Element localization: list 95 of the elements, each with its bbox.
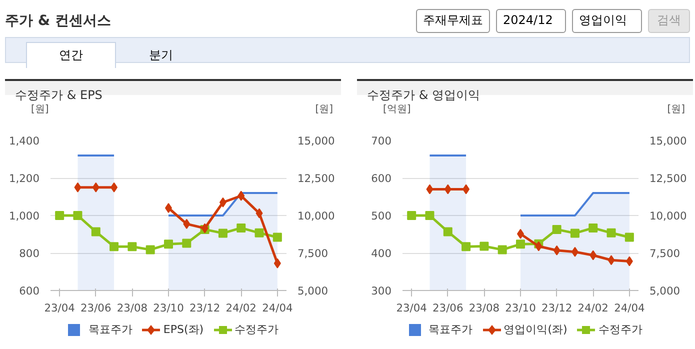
- point: [274, 258, 281, 268]
- legend-label: 수정주가: [598, 322, 642, 338]
- chart-title: 수정주가 & EPS: [14, 87, 104, 102]
- point: [128, 242, 137, 252]
- point: [218, 228, 228, 238]
- point: [110, 182, 118, 192]
- y2-axis-title: [원]: [315, 103, 333, 115]
- legend-label: 목표주가: [428, 322, 473, 338]
- legend-label: 목표주가: [88, 322, 132, 338]
- text: 2024/12: [496, 9, 566, 33]
- y-tick-label: 500: [371, 210, 392, 222]
- point: [444, 184, 452, 194]
- y2-tick-label: 15,000: [650, 134, 688, 148]
- x-tick-label: 23/04: [396, 302, 428, 314]
- point: [92, 182, 100, 192]
- x-tick-label: 23/06: [432, 302, 464, 314]
- point: [535, 241, 542, 252]
- point: [498, 245, 507, 254]
- y2-tick-label: 7,500: [298, 247, 328, 260]
- x-tick-label: 24/02: [578, 302, 608, 314]
- point: [606, 228, 616, 238]
- point: [552, 224, 562, 234]
- y-tick-label: 600: [19, 284, 40, 298]
- legend-label: 수정주가: [234, 322, 279, 338]
- legend-label: EPS(좌): [163, 322, 204, 338]
- x-tick-label: 23/06: [80, 302, 112, 314]
- x-tick-label: 24/02: [226, 302, 256, 314]
- x-tick-label: 23/10: [153, 302, 184, 314]
- y2-tick-label: 15,000: [298, 134, 336, 148]
- point: [110, 242, 119, 252]
- text: 연간: [26, 42, 116, 68]
- point: [254, 228, 264, 238]
- point: [183, 218, 190, 229]
- point: [462, 242, 471, 252]
- x-tick-label: 23/12: [189, 302, 220, 314]
- chart-title: 수정주가 & 영업이익: [366, 87, 481, 102]
- y-axis-title: [억원]: [383, 103, 411, 115]
- y2-tick-label: 5,000: [650, 284, 680, 298]
- point: [462, 184, 470, 194]
- y2-tick-label: 7,500: [650, 247, 680, 260]
- y2-tick-label: 10,000: [650, 210, 688, 222]
- point: [407, 211, 416, 220]
- x-tick-label: 23/08: [468, 302, 500, 314]
- x-tick-label: 23/08: [116, 302, 148, 314]
- point: [146, 245, 155, 254]
- point: [480, 242, 489, 251]
- point: [91, 227, 100, 236]
- point: [516, 240, 525, 249]
- point: [236, 223, 246, 232]
- point: [571, 246, 578, 257]
- point: [238, 190, 245, 201]
- y2-tick-label: 5,000: [298, 284, 328, 298]
- y-tick-label: 300: [371, 284, 392, 298]
- y-tick-label: 400: [371, 247, 392, 260]
- point: [626, 256, 633, 266]
- y2-tick-label: 10,000: [298, 210, 336, 222]
- text: 주가 & 컨센서스: [5, 12, 111, 31]
- y-tick-label: 1,200: [8, 172, 40, 185]
- point: [588, 223, 598, 232]
- y-tick-label: 700: [371, 134, 392, 148]
- point: [256, 208, 263, 218]
- point: [272, 232, 282, 242]
- y-tick-label: 1,000: [8, 210, 40, 222]
- point: [608, 255, 615, 266]
- x-tick-label: 23/10: [505, 302, 536, 314]
- point: [219, 197, 226, 208]
- point: [165, 203, 172, 213]
- point: [553, 245, 560, 256]
- point: [443, 227, 452, 236]
- text: 검색: [648, 9, 690, 33]
- legend-label: 영업이익(좌): [504, 322, 568, 338]
- x-tick-label: 24/04: [262, 302, 293, 314]
- point: [74, 182, 82, 192]
- point: [425, 211, 434, 220]
- y-tick-label: 600: [371, 172, 392, 185]
- y-axis-title: [원]: [31, 103, 49, 115]
- text: 분기: [148, 47, 174, 64]
- point: [73, 211, 82, 220]
- y2-axis-title: [원]: [667, 103, 685, 115]
- x-tick-label: 23/04: [44, 302, 76, 314]
- point: [590, 250, 597, 260]
- text: 주재무제표: [416, 9, 490, 33]
- y-tick-label: 800: [19, 247, 40, 260]
- y2-tick-label: 12,500: [650, 172, 688, 185]
- point: [55, 211, 64, 220]
- point: [164, 240, 173, 249]
- y-tick-label: 1,400: [8, 134, 40, 148]
- x-tick-label: 23/12: [541, 302, 572, 314]
- text: 영업이익: [572, 9, 642, 33]
- point: [570, 228, 580, 238]
- x-tick-label: 24/04: [614, 302, 645, 314]
- point: [182, 238, 192, 248]
- y2-tick-label: 12,500: [298, 172, 336, 185]
- point: [426, 184, 434, 194]
- point: [624, 232, 634, 242]
